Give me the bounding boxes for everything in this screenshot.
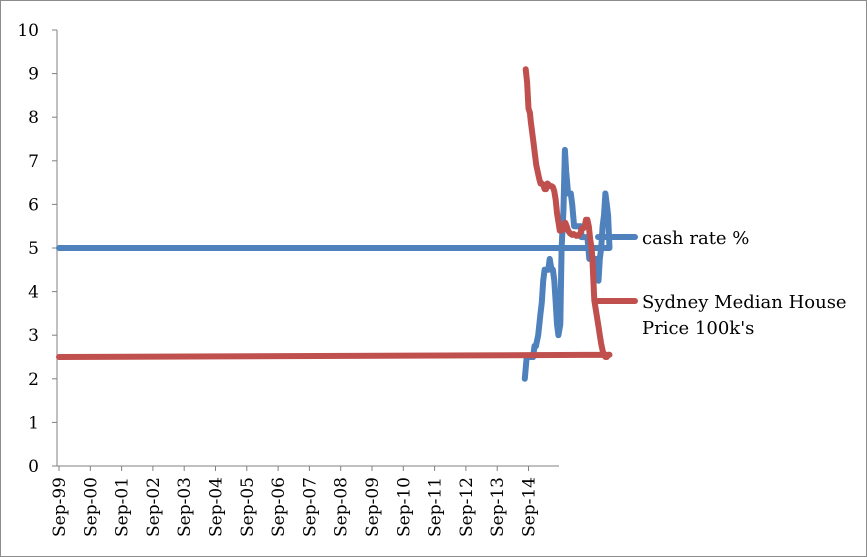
x-tick-label: Sep-09 <box>363 477 383 537</box>
y-tick-label: 9 <box>28 65 39 85</box>
y-tick-label: 5 <box>28 239 39 259</box>
x-tick-label: Sep-99 <box>50 477 70 537</box>
legend-label-2-cont: Price 100k's <box>642 318 754 339</box>
legend-label-1: cash rate % <box>642 228 749 249</box>
series-line-1 <box>56 146 613 382</box>
y-tick-label: 6 <box>28 195 39 215</box>
x-tick-label: Sep-08 <box>332 477 352 537</box>
chart-legend: cash rate % Sydney Median House Price 100k… <box>595 228 847 339</box>
x-tick-label: Sep-13 <box>488 477 508 537</box>
x-tick-label: Sep-12 <box>457 477 477 537</box>
y-axis-tick-labels: 0 1 2 3 4 5 6 7 8 9 10 <box>17 21 39 477</box>
y-tick-label: 7 <box>28 152 39 172</box>
x-tick-label: Sep-03 <box>175 477 195 537</box>
y-tick-label: 4 <box>28 283 39 303</box>
series-line-2 <box>56 66 613 360</box>
x-tick-label: Sep-00 <box>81 477 101 537</box>
x-tick-label: Sep-04 <box>207 477 227 537</box>
y-tick-label: 10 <box>17 21 39 41</box>
y-tick-label: 0 <box>28 457 39 477</box>
y-tick-label: 1 <box>28 413 39 433</box>
y-tick-label: 8 <box>28 108 39 128</box>
x-axis-tick-labels: Sep-99 Sep-00 Sep-01 Sep-02 Sep-03 Sep-04 Sep-… <box>50 477 540 537</box>
chart-series <box>56 66 613 382</box>
x-tick-label: Sep-01 <box>113 477 133 537</box>
x-tick-label: Sep-07 <box>300 477 320 537</box>
x-tick-label: Sep-10 <box>394 477 414 537</box>
x-tick-label: Sep-11 <box>426 477 446 537</box>
x-tick-label: Sep-02 <box>144 477 164 537</box>
y-tick-label: 3 <box>28 326 39 346</box>
legend-label-2: Sydney Median House <box>642 292 847 313</box>
x-tick-label: Sep-05 <box>238 477 258 537</box>
y-tick-label: 2 <box>28 370 39 390</box>
x-tick-label: Sep-06 <box>269 477 289 537</box>
x-tick-label: Sep-14 <box>520 477 540 537</box>
